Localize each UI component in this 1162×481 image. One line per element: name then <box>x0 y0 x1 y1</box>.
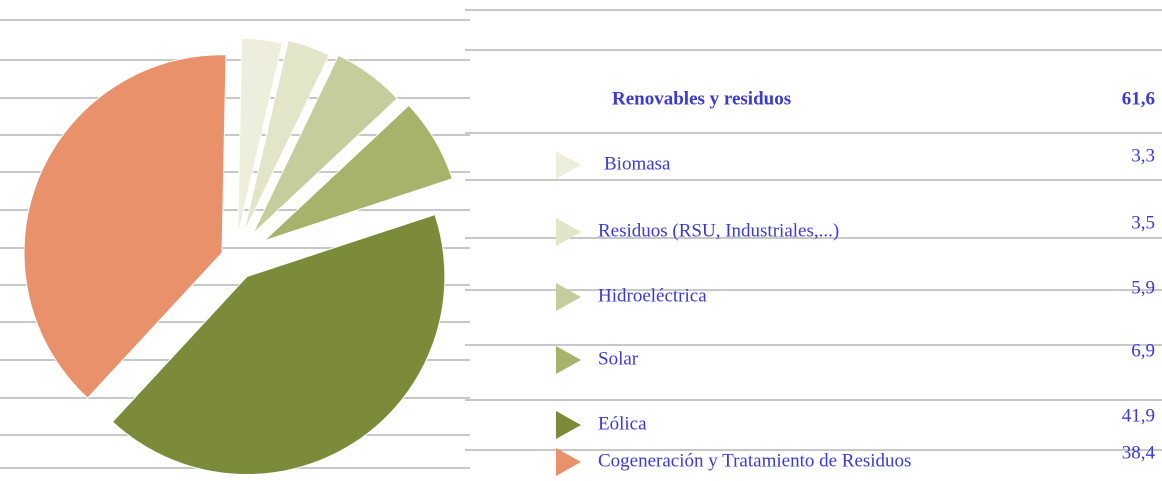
legend-marker <box>556 218 581 246</box>
legend-label: Hidroeléctrica <box>598 285 707 306</box>
value-label: 5,9 <box>1131 277 1155 298</box>
legend-marker <box>556 448 581 476</box>
legend-label: Residuos (RSU, Industriales,...) <box>598 220 839 241</box>
value-label: 38,4 <box>1122 442 1156 463</box>
value-label: 3,5 <box>1131 212 1155 233</box>
pie-slice <box>237 37 283 237</box>
legend-label: Cogeneración y Tratamiento de Residuos <box>598 450 911 471</box>
value-label: 3,3 <box>1131 145 1155 166</box>
pie-slice <box>243 39 330 234</box>
pie-slice <box>23 54 227 399</box>
legend-label: Eólica <box>598 413 647 434</box>
legend-marker <box>556 283 581 311</box>
legend-marker <box>556 411 581 439</box>
legend-marker <box>556 151 581 179</box>
header-value: 61,6 <box>1122 88 1155 109</box>
legend-label: Solar <box>598 348 639 369</box>
pie-slice <box>252 54 399 235</box>
legend-label: Biomasa <box>604 153 671 174</box>
pie-slice <box>111 213 446 475</box>
value-label: 41,9 <box>1122 405 1155 426</box>
header-name: Renovables y residuos <box>612 88 791 109</box>
legend-marker <box>556 346 581 374</box>
pie-slice <box>263 104 453 242</box>
value-label: 6,9 <box>1131 340 1155 361</box>
